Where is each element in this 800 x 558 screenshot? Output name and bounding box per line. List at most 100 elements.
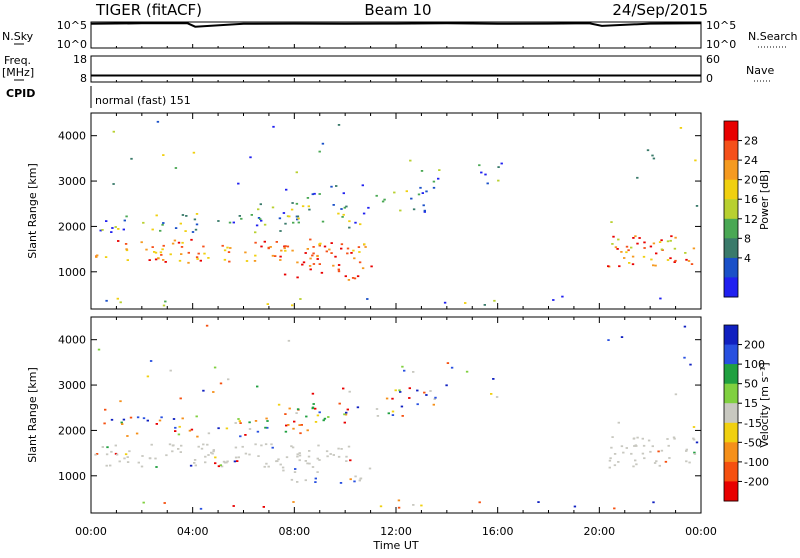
heatmap-cell (195, 213, 199, 215)
heatmap-cell (237, 456, 240, 459)
heatmap-cell (308, 208, 311, 211)
heatmap-cell (318, 459, 321, 461)
heatmap-cell (692, 247, 696, 250)
heatmap-cell (329, 453, 332, 455)
velocity-colorbar-label: Velocity [m s⁻¹] (758, 362, 771, 447)
heatmap-cell (174, 167, 178, 169)
heatmap-cell (110, 231, 113, 233)
heatmap-cell (275, 241, 278, 243)
heatmap-cell (263, 240, 266, 243)
heatmap-cell (296, 261, 299, 264)
colorbar-tick-label: -100 (744, 456, 769, 469)
heatmap-cell (296, 408, 300, 411)
heatmap-cell (157, 257, 160, 260)
power-frame (90, 112, 702, 310)
colorbar-tick-label: -15 (744, 417, 762, 430)
heatmap-cell (337, 455, 341, 458)
heatmap-cell (179, 397, 182, 400)
y-tick-label: 3000 (58, 175, 86, 188)
heatmap-cell (234, 446, 238, 449)
heatmap-cell (165, 454, 168, 457)
colorbar-segment (724, 257, 738, 278)
heatmap-cell (357, 246, 361, 248)
heatmap-cell (112, 130, 115, 133)
heatmap-cell (164, 300, 167, 303)
heatmap-cell (178, 259, 182, 262)
heatmap-cell (205, 324, 209, 327)
heatmap-cell (422, 204, 425, 207)
heatmap-cell (199, 507, 203, 510)
heatmap-cell (179, 451, 182, 453)
power-colorbar-label: Power [dB] (758, 170, 771, 230)
heatmap-cell (105, 453, 109, 456)
heatmap-cell (445, 384, 448, 387)
heatmap-cell (354, 221, 357, 224)
colorbar-segment (724, 277, 738, 298)
heatmap-cell (291, 202, 294, 204)
colorbar-tick-label: 4 (744, 252, 751, 265)
heatmap-cell (342, 213, 345, 216)
cpid-text: normal (fast) 151 (95, 94, 191, 107)
heatmap-cell (287, 424, 290, 426)
heatmap-cell (654, 264, 657, 267)
heatmap-cell (217, 465, 221, 468)
heatmap-cell (99, 229, 102, 232)
colorbar-segment (724, 344, 738, 365)
heatmap-cell (630, 246, 633, 249)
heatmap-cell (634, 235, 637, 238)
heatmap-cell (190, 428, 194, 431)
heatmap-cell (123, 457, 126, 460)
heatmap-cell (658, 464, 661, 467)
heatmap-cell (229, 247, 232, 249)
heatmap-cell (154, 258, 158, 261)
heatmap-cell (282, 469, 285, 472)
heatmap-cell (312, 263, 316, 265)
heatmap-cell (690, 263, 694, 265)
heatmap-cell (185, 215, 188, 217)
heatmap-cell (642, 255, 646, 258)
heatmap-cell (284, 249, 287, 252)
heatmap-cell (271, 254, 275, 257)
heatmap-cell (202, 389, 205, 392)
heatmap-cell (423, 211, 426, 213)
heatmap-cell (126, 259, 129, 261)
heatmap-cell (412, 371, 415, 373)
heatmap-cell (316, 414, 320, 417)
colorbar-segment (724, 422, 738, 443)
heatmap-cell (628, 262, 631, 264)
heatmap-cell (103, 422, 106, 425)
heatmap-cell (304, 479, 307, 482)
heatmap-cell (162, 304, 166, 307)
heatmap-cell (302, 261, 306, 264)
heatmap-cell (337, 447, 340, 450)
heatmap-cell (248, 453, 251, 456)
heatmap-cell (207, 454, 210, 456)
heatmap-cell (174, 430, 177, 432)
heatmap-cell (187, 261, 190, 264)
heatmap-cell (652, 157, 656, 160)
heatmap-cell (291, 249, 294, 252)
noise-series-line (90, 22, 702, 28)
heatmap-cell (140, 465, 144, 468)
heatmap-cell (327, 416, 330, 418)
heatmap-cell (342, 387, 345, 390)
noise-right-tick-bottom: 10^0 (706, 38, 736, 51)
heatmap-cell (316, 471, 319, 473)
heatmap-cell (322, 419, 325, 422)
heatmap-cell (210, 451, 213, 454)
power-heatmap (95, 120, 699, 307)
heatmap-cell (240, 217, 243, 220)
heatmap-cell (296, 453, 299, 456)
heatmap-cell (244, 251, 247, 254)
heatmap-cell (349, 459, 352, 462)
heatmap-cell (95, 453, 99, 455)
heatmap-cell (398, 389, 401, 392)
heatmap-cell (695, 205, 699, 207)
heatmap-cell (308, 462, 311, 465)
heatmap-cell (356, 406, 360, 409)
heatmap-cell (105, 299, 108, 302)
heatmap-cell (94, 453, 97, 456)
heatmap-cell (319, 242, 322, 245)
heatmap-cell (142, 501, 145, 504)
heatmap-cell (259, 203, 262, 206)
